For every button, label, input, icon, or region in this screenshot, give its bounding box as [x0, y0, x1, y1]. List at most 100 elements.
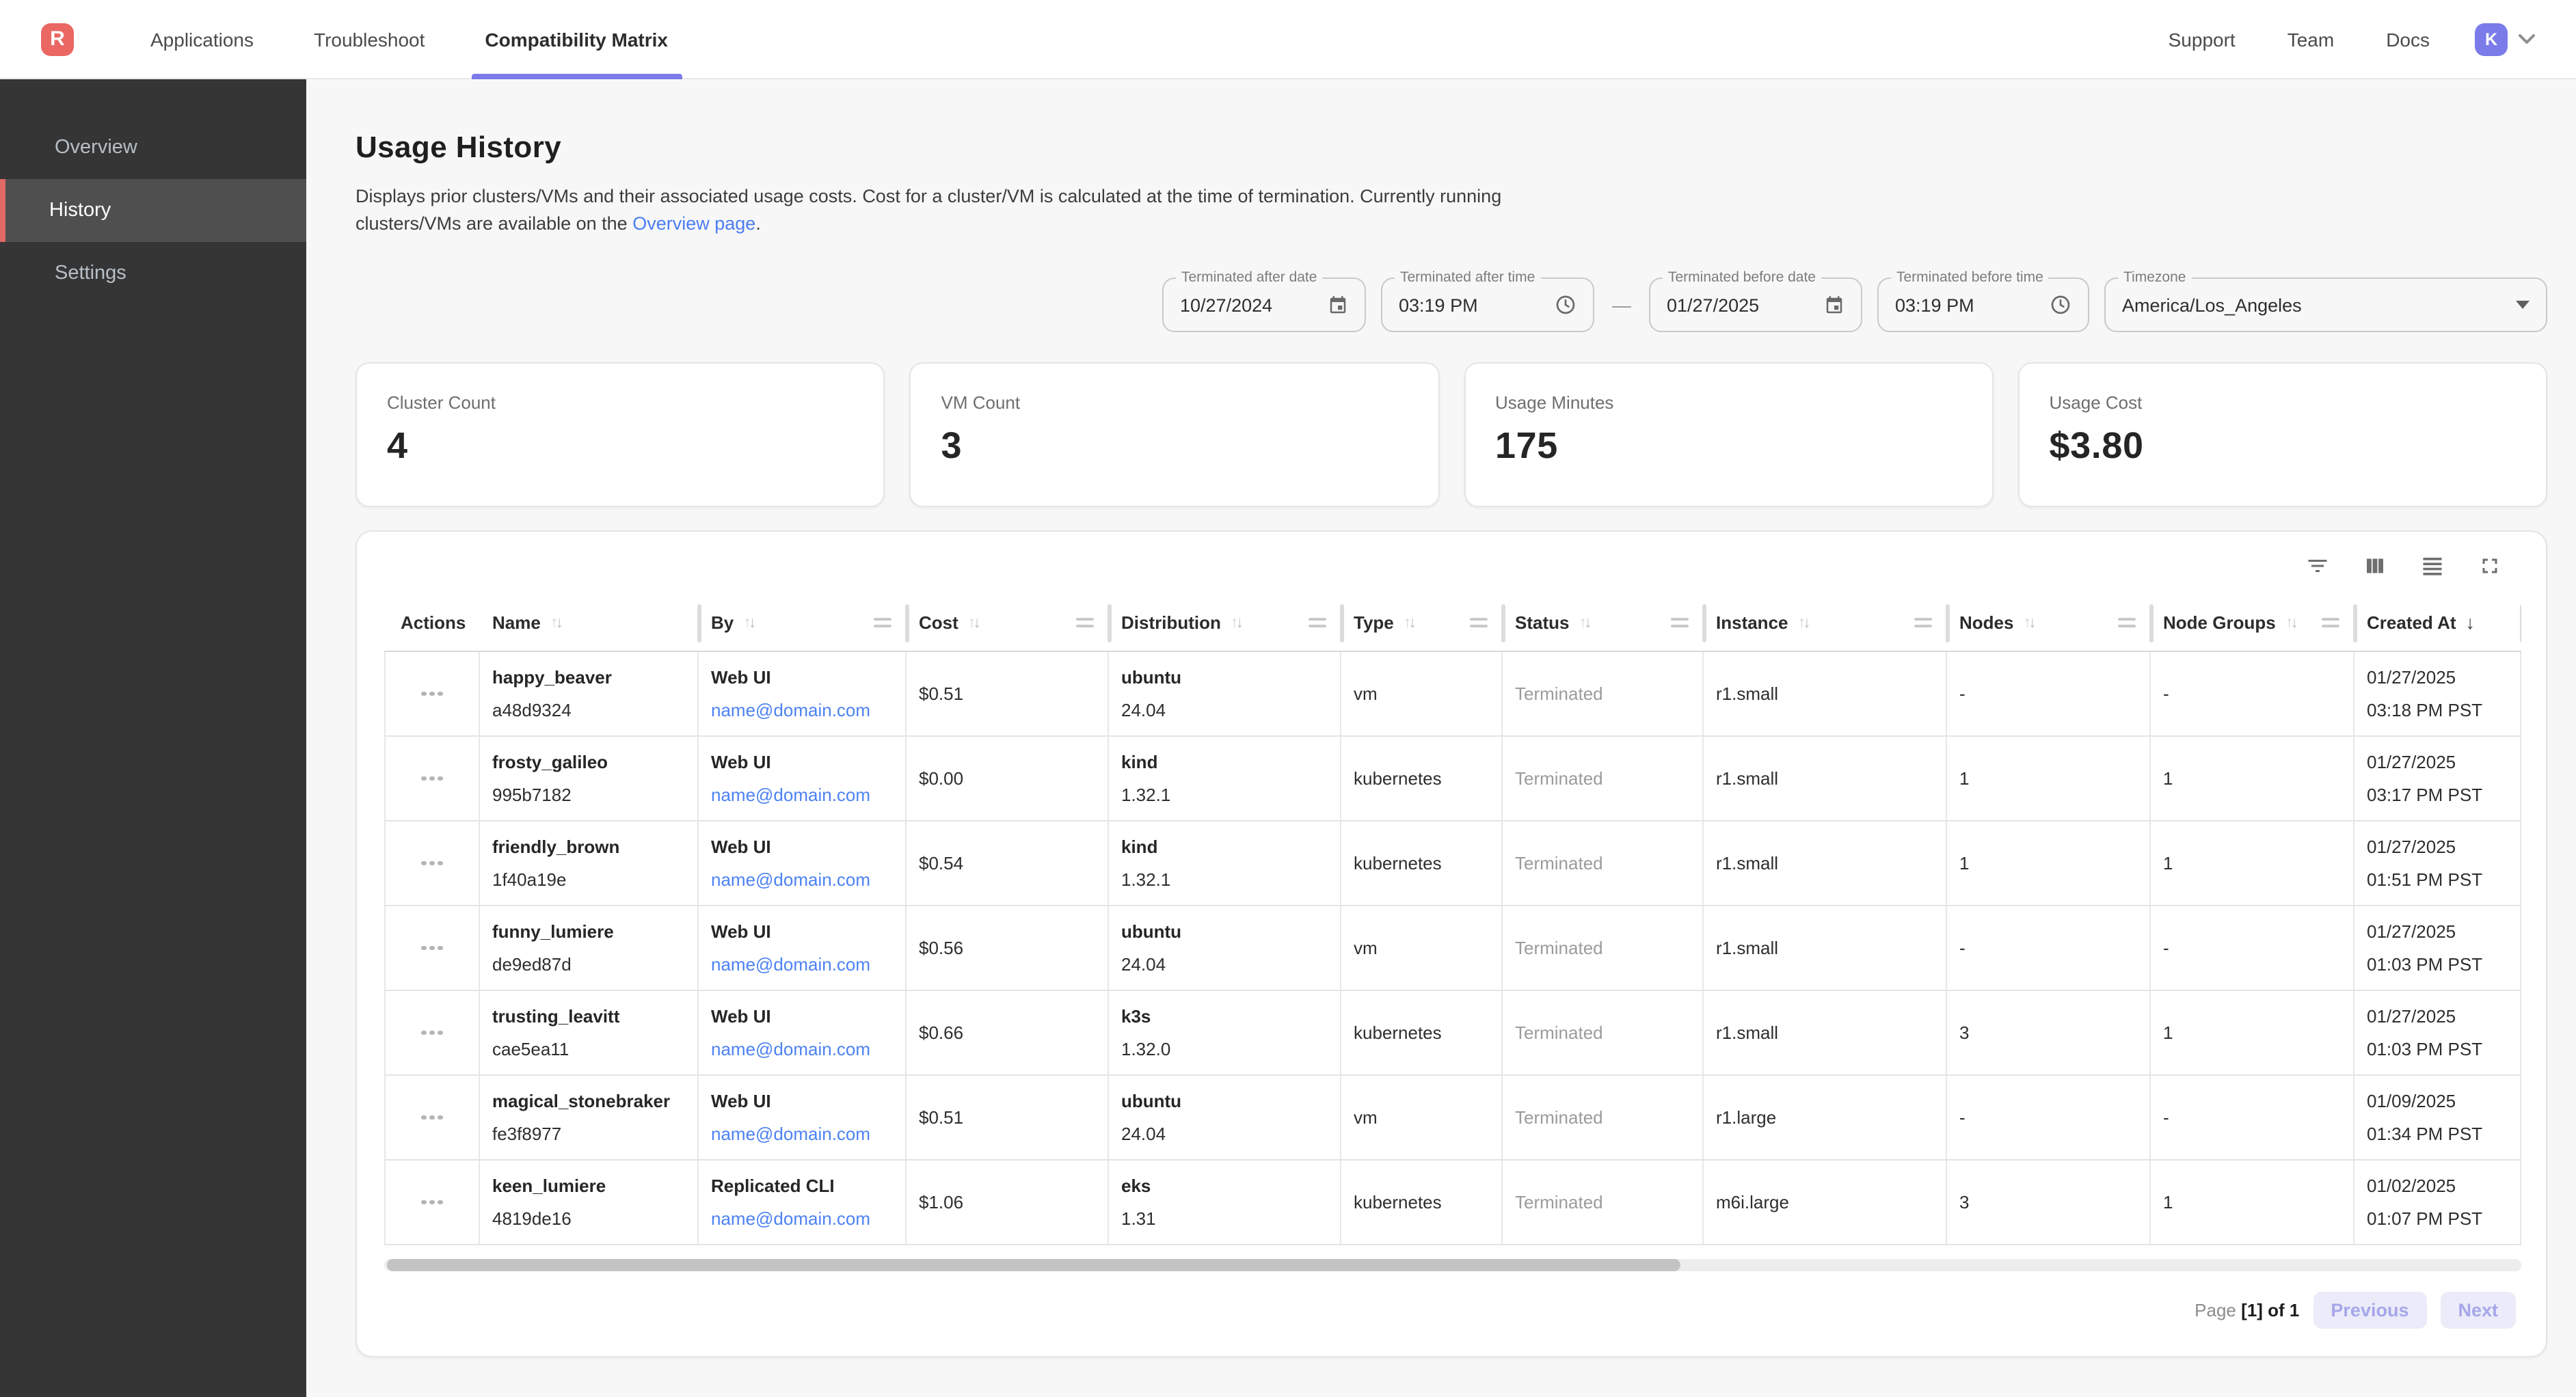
cell-by: Web UI name@domain.com	[699, 737, 907, 820]
replicated-logo[interactable]: R	[41, 23, 74, 55]
row-actions-button[interactable]	[421, 691, 443, 696]
status-value: Terminated	[1515, 1191, 1603, 1212]
column-separator[interactable]	[1107, 604, 1111, 642]
nav-link-team[interactable]: Team	[2287, 28, 2335, 50]
timezone-select[interactable]: Timezone America/Los_Angeles	[2104, 269, 2547, 332]
density-icon[interactable]	[2420, 554, 2445, 578]
sort-icon[interactable]: ↑ ↓	[1230, 614, 1244, 631]
column-header-name[interactable]: Name ↑ ↓	[480, 595, 701, 651]
created-by-source: Web UI	[711, 666, 771, 687]
nav-tab-troubleshoot[interactable]: Troubleshoot	[314, 28, 425, 50]
sidebar-item-settings[interactable]: Settings	[55, 262, 126, 284]
column-menu-icon[interactable]	[2118, 617, 2136, 628]
column-header-by[interactable]: By ↑ ↓	[699, 595, 909, 651]
column-separator[interactable]	[2519, 604, 2521, 642]
column-header-node-groups[interactable]: Node Groups ↑ ↓	[2151, 595, 2357, 651]
column-separator[interactable]	[1501, 604, 1505, 642]
nav-link-support[interactable]: Support	[2168, 28, 2236, 50]
fullscreen-icon[interactable]	[2478, 554, 2502, 578]
row-actions-button[interactable]	[421, 1115, 443, 1120]
sort-icon[interactable]: ↑ ↓	[743, 614, 757, 631]
dropdown-caret-icon[interactable]	[2516, 301, 2530, 309]
pagination: Page [1] of 1 Previous Next	[384, 1292, 2519, 1329]
column-header-instance[interactable]: Instance ↑ ↓	[1704, 595, 1949, 651]
row-actions-button[interactable]	[421, 860, 443, 866]
row-actions-button[interactable]	[421, 1030, 443, 1035]
column-header-nodes[interactable]: Nodes ↑ ↓	[1947, 595, 2153, 651]
columns-icon[interactable]	[2363, 554, 2387, 578]
column-header-distribution[interactable]: Distribution ↑ ↓	[1109, 595, 1343, 651]
column-separator[interactable]	[1339, 604, 1343, 642]
column-menu-icon[interactable]	[1309, 617, 1326, 628]
sort-icon[interactable]: ↑ ↓	[1797, 614, 1811, 631]
next-page-button[interactable]: Next	[2440, 1292, 2516, 1329]
user-avatar[interactable]: K	[2475, 23, 2508, 55]
previous-page-button[interactable]: Previous	[2313, 1292, 2427, 1329]
column-menu-icon[interactable]	[2322, 617, 2339, 628]
cell-node-groups: 1	[2151, 1161, 2354, 1244]
calendar-icon[interactable]	[1824, 295, 1844, 315]
created-by-email-link[interactable]: name@domain.com	[711, 1038, 871, 1059]
sidebar: Overview History Settings	[0, 79, 306, 1397]
created-by-email-link[interactable]: name@domain.com	[711, 699, 871, 720]
terminated-before-time-field[interactable]: Terminated before time 03:19 PM	[1877, 269, 2089, 332]
row-actions-button[interactable]	[421, 776, 443, 781]
column-separator[interactable]	[1702, 604, 1706, 642]
sort-icon[interactable]: ↑ ↓	[967, 614, 981, 631]
scrollbar-thumb[interactable]	[387, 1259, 1680, 1271]
chevron-down-icon[interactable]	[2519, 34, 2535, 44]
clock-icon[interactable]	[1555, 294, 1577, 316]
column-separator[interactable]	[697, 604, 701, 642]
overview-page-link[interactable]: Overview page	[632, 213, 756, 234]
column-separator[interactable]	[2352, 604, 2357, 642]
column-separator[interactable]	[904, 604, 909, 642]
sort-icon[interactable]: ↑ ↓	[1579, 614, 1592, 631]
nav-tab-compatibility-matrix[interactable]: Compatibility Matrix	[455, 0, 698, 79]
cluster-name: trusting_leavitt	[492, 1005, 620, 1026]
column-menu-icon[interactable]	[1914, 617, 1932, 628]
column-header-status[interactable]: Status ↑ ↓	[1503, 595, 1706, 651]
column-header-created-at[interactable]: Created At ↓	[2354, 595, 2521, 651]
column-label: Node Groups	[2163, 612, 2276, 633]
table-row: trusting_leavitt cae5ea11 Web UI name@domai…	[384, 991, 2521, 1076]
terminated-after-date-field[interactable]: Terminated after date 10/27/2024	[1162, 269, 1366, 332]
column-header-type[interactable]: Type ↑ ↓	[1341, 595, 1505, 651]
sort-icon[interactable]: ↑ ↓	[550, 614, 563, 631]
field-label: Terminated before time	[1891, 269, 2049, 286]
created-by-email-link[interactable]: name@domain.com	[711, 1208, 871, 1228]
calendar-icon[interactable]	[1328, 295, 1348, 315]
column-menu-icon[interactable]	[1470, 617, 1488, 628]
type-value: kubernetes	[1354, 768, 1442, 788]
sort-icon[interactable]: ↑ ↓	[2023, 614, 2037, 631]
created-by-email-link[interactable]: name@domain.com	[711, 869, 871, 889]
column-menu-icon[interactable]	[1671, 617, 1689, 628]
cell-created-at: 01/27/2025 01:03 PM PST	[2354, 991, 2521, 1074]
created-by-email-link[interactable]: name@domain.com	[711, 784, 871, 804]
nav-tab-applications[interactable]: Applications	[150, 28, 254, 50]
column-menu-icon[interactable]	[874, 617, 891, 628]
status-value: Terminated	[1515, 852, 1603, 873]
cell-node-groups: -	[2151, 906, 2354, 990]
horizontal-scrollbar[interactable]	[384, 1259, 2521, 1271]
row-actions-button[interactable]	[421, 945, 443, 951]
cost-value: $0.51	[919, 683, 964, 703]
sort-icon[interactable]: ↑ ↓	[1403, 614, 1417, 631]
sort-icon[interactable]: ↑ ↓	[2285, 614, 2298, 631]
sidebar-item-overview[interactable]: Overview	[55, 137, 137, 159]
sort-desc-icon[interactable]: ↓	[2465, 612, 2476, 633]
filter-icon[interactable]	[2305, 554, 2330, 578]
clock-icon[interactable]	[2050, 294, 2071, 316]
nav-link-docs[interactable]: Docs	[2386, 28, 2430, 50]
created-by-email-link[interactable]: name@domain.com	[711, 1123, 871, 1143]
column-header-cost[interactable]: Cost ↑ ↓	[907, 595, 1111, 651]
created-by-email-link[interactable]: name@domain.com	[711, 953, 871, 974]
terminated-before-date-field[interactable]: Terminated before date 01/27/2025	[1649, 269, 1862, 332]
row-actions-button[interactable]	[421, 1199, 443, 1205]
column-menu-icon[interactable]	[1076, 617, 1094, 628]
column-separator[interactable]	[2149, 604, 2153, 642]
column-separator[interactable]	[1945, 604, 1949, 642]
terminated-after-time-field[interactable]: Terminated after time 03:19 PM	[1381, 269, 1594, 332]
sidebar-item-history[interactable]: History	[0, 179, 306, 242]
cell-nodes: -	[1947, 1076, 2151, 1159]
